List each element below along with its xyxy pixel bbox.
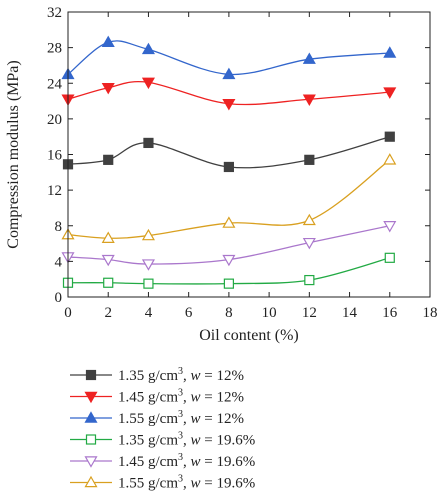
plot-markers	[61, 35, 397, 289]
x-tick-label: 12	[302, 305, 317, 321]
y-tick-label: 20	[47, 112, 62, 128]
data-point-series-1	[143, 137, 154, 149]
legend-label-2: 1.45 g/cm3, w = 12%	[118, 388, 244, 406]
legend-superscript: 3	[178, 388, 183, 399]
data-point-series-4	[384, 252, 395, 263]
y-tick-label: 28	[47, 41, 62, 57]
data-point-series-5	[383, 221, 397, 233]
plot-frame	[67, 11, 431, 298]
data-point-series-3	[141, 42, 155, 55]
x-tick-label: 2	[104, 305, 112, 321]
y-tick-label: 4	[55, 254, 63, 270]
legend-label-3: 1.55 g/cm3, w = 12%	[118, 409, 244, 427]
legend-variable: w	[191, 368, 201, 384]
legend-separator: ,	[183, 390, 191, 406]
data-point-series-4	[223, 278, 234, 289]
x-tick-label: 8	[225, 305, 233, 321]
data-point-series-2	[302, 94, 316, 106]
legend-density: 1.55 g/cm	[118, 411, 178, 427]
legend-variable: w	[191, 390, 201, 406]
y-tick-label: 32	[47, 5, 62, 21]
legend-separator: ,	[183, 411, 191, 427]
data-point-series-1	[223, 161, 234, 173]
x-tick-label: 6	[185, 305, 193, 321]
legend-value: = 12%	[201, 411, 244, 427]
legend-variable: w	[191, 454, 201, 470]
legend-label-1: 1.35 g/cm3, w = 12%	[118, 366, 244, 384]
legend-density: 1.45 g/cm	[118, 454, 178, 470]
legend-marker-5	[84, 456, 98, 468]
x-tick-label: 14	[342, 305, 358, 321]
legend-label-6: 1.55 g/cm3, w = 19.6%	[118, 474, 255, 492]
legend-label-4: 1.35 g/cm3, w = 19.6%	[118, 431, 255, 449]
legend-label-5: 1.45 g/cm3, w = 19.6%	[118, 452, 255, 470]
legend-variable: w	[191, 411, 201, 427]
legend-value: = 12%	[201, 368, 244, 384]
data-point-series-6	[101, 231, 115, 243]
data-point-series-1	[103, 154, 114, 165]
legend: 1.35 g/cm3, w = 12%1.45 g/cm3, w = 12%1.…	[70, 366, 255, 492]
data-point-series-3	[302, 52, 316, 64]
legend-separator: ,	[183, 454, 191, 470]
data-point-series-4	[143, 278, 154, 289]
data-point-series-5	[222, 254, 236, 267]
legend-superscript: 3	[178, 409, 183, 420]
x-tick-label: 4	[145, 305, 153, 321]
data-point-series-5	[302, 237, 316, 250]
legend-separator: ,	[183, 433, 191, 449]
legend-density: 1.35 g/cm	[118, 433, 178, 449]
x-axis-label: Oil content (%)	[199, 327, 299, 344]
data-point-series-2	[101, 82, 115, 95]
legend-value: = 19.6%	[201, 433, 256, 449]
data-point-series-1	[384, 131, 395, 142]
y-tick-label: 0	[55, 290, 63, 306]
data-point-series-3	[222, 67, 236, 80]
x-tick-label: 10	[262, 305, 277, 321]
y-tick-label: 16	[47, 148, 63, 164]
data-point-series-1	[304, 154, 315, 165]
data-point-series-4	[103, 277, 114, 288]
legend-value: = 12%	[201, 390, 244, 406]
legend-value: = 19.6%	[201, 454, 256, 470]
data-point-series-6	[383, 153, 397, 165]
data-point-series-2	[383, 87, 397, 99]
data-point-series-3	[101, 35, 115, 48]
legend-value: = 19.6%	[201, 476, 256, 492]
data-point-series-2	[141, 77, 155, 90]
legend-marker-6	[84, 475, 98, 488]
legend-superscript: 3	[178, 366, 183, 377]
legend-density: 1.45 g/cm	[118, 390, 178, 406]
data-point-series-5	[101, 254, 115, 267]
data-point-series-2	[222, 99, 236, 111]
legend-density: 1.35 g/cm	[118, 368, 178, 384]
legend-variable: w	[191, 476, 201, 492]
y-tick-label: 8	[55, 219, 63, 235]
data-point-series-6	[222, 216, 236, 228]
legend-superscript: 3	[178, 452, 183, 463]
legend-superscript: 3	[178, 474, 183, 485]
legend-separator: ,	[183, 368, 191, 384]
data-point-series-4	[304, 274, 315, 286]
x-tick-label: 0	[64, 305, 72, 321]
legend-superscript: 3	[178, 431, 183, 442]
legend-density: 1.55 g/cm	[118, 476, 178, 492]
legend-variable: w	[191, 433, 201, 449]
data-point-series-5	[141, 259, 155, 271]
y-axis-label: Compression modulus (MPa)	[5, 60, 22, 248]
legend-marker-1	[85, 369, 97, 381]
x-tick-label: 16	[382, 305, 398, 321]
data-point-series-3	[383, 46, 397, 58]
legend-marker-4	[85, 434, 97, 445]
legend-separator: ,	[183, 476, 191, 492]
y-tick-label: 12	[47, 183, 62, 199]
legend-marker-2	[84, 391, 98, 404]
x-tick-label: 18	[423, 305, 438, 321]
legend-marker-3	[84, 411, 98, 423]
y-tick-label: 24	[47, 76, 63, 92]
data-point-series-6	[141, 228, 155, 241]
data-point-series-6	[302, 213, 316, 226]
